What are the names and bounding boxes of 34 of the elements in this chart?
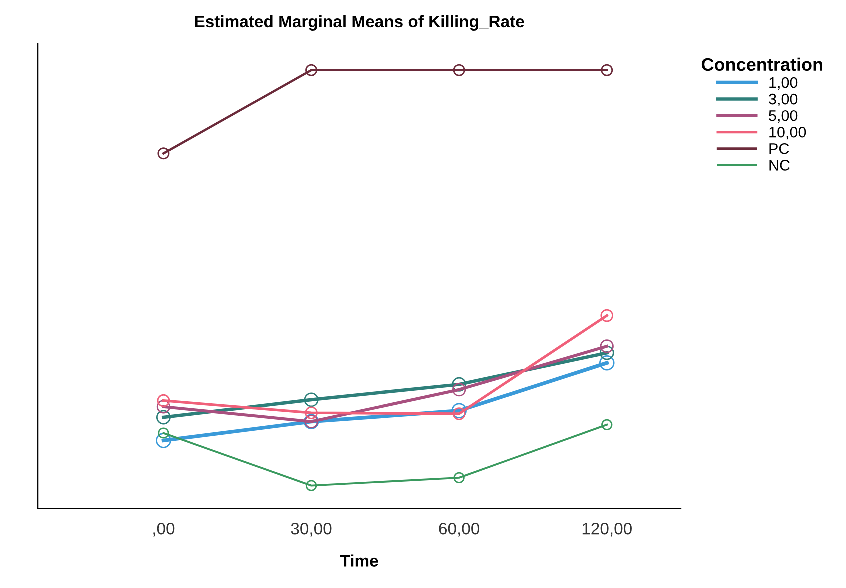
x-tick-label: 30,00 <box>291 522 332 537</box>
point <box>156 410 171 425</box>
legend-label: 5,00 <box>769 110 798 124</box>
legend-title: Concentration <box>702 58 822 72</box>
legend-label: PC <box>770 144 790 154</box>
point <box>305 406 318 420</box>
point <box>452 377 467 392</box>
point <box>156 400 171 414</box>
point <box>158 148 170 160</box>
point <box>158 428 170 439</box>
point <box>599 355 615 371</box>
point <box>304 392 319 408</box>
point <box>454 472 465 484</box>
point <box>306 480 318 492</box>
point <box>600 340 614 354</box>
point <box>602 419 613 430</box>
x-axis-title: Time <box>340 554 378 567</box>
point <box>306 64 318 76</box>
point <box>452 403 467 419</box>
point <box>452 383 466 397</box>
legend-label: NC <box>770 160 790 171</box>
point <box>157 394 170 408</box>
point <box>156 433 172 448</box>
legend-label: 1,00 <box>770 77 798 90</box>
point <box>452 408 466 420</box>
chart-title: Estimated Marginal Means of Killing_Rate <box>195 15 524 31</box>
x-tick-label: 60,00 <box>439 522 480 537</box>
x-tick-label: ,00 <box>154 522 175 537</box>
point <box>453 64 466 76</box>
point <box>600 309 614 322</box>
point <box>601 64 614 76</box>
x-tick-label: 120,00 <box>582 522 632 537</box>
legend-label: 10,00 <box>770 126 806 140</box>
legend-label: 3,00 <box>769 94 798 107</box>
